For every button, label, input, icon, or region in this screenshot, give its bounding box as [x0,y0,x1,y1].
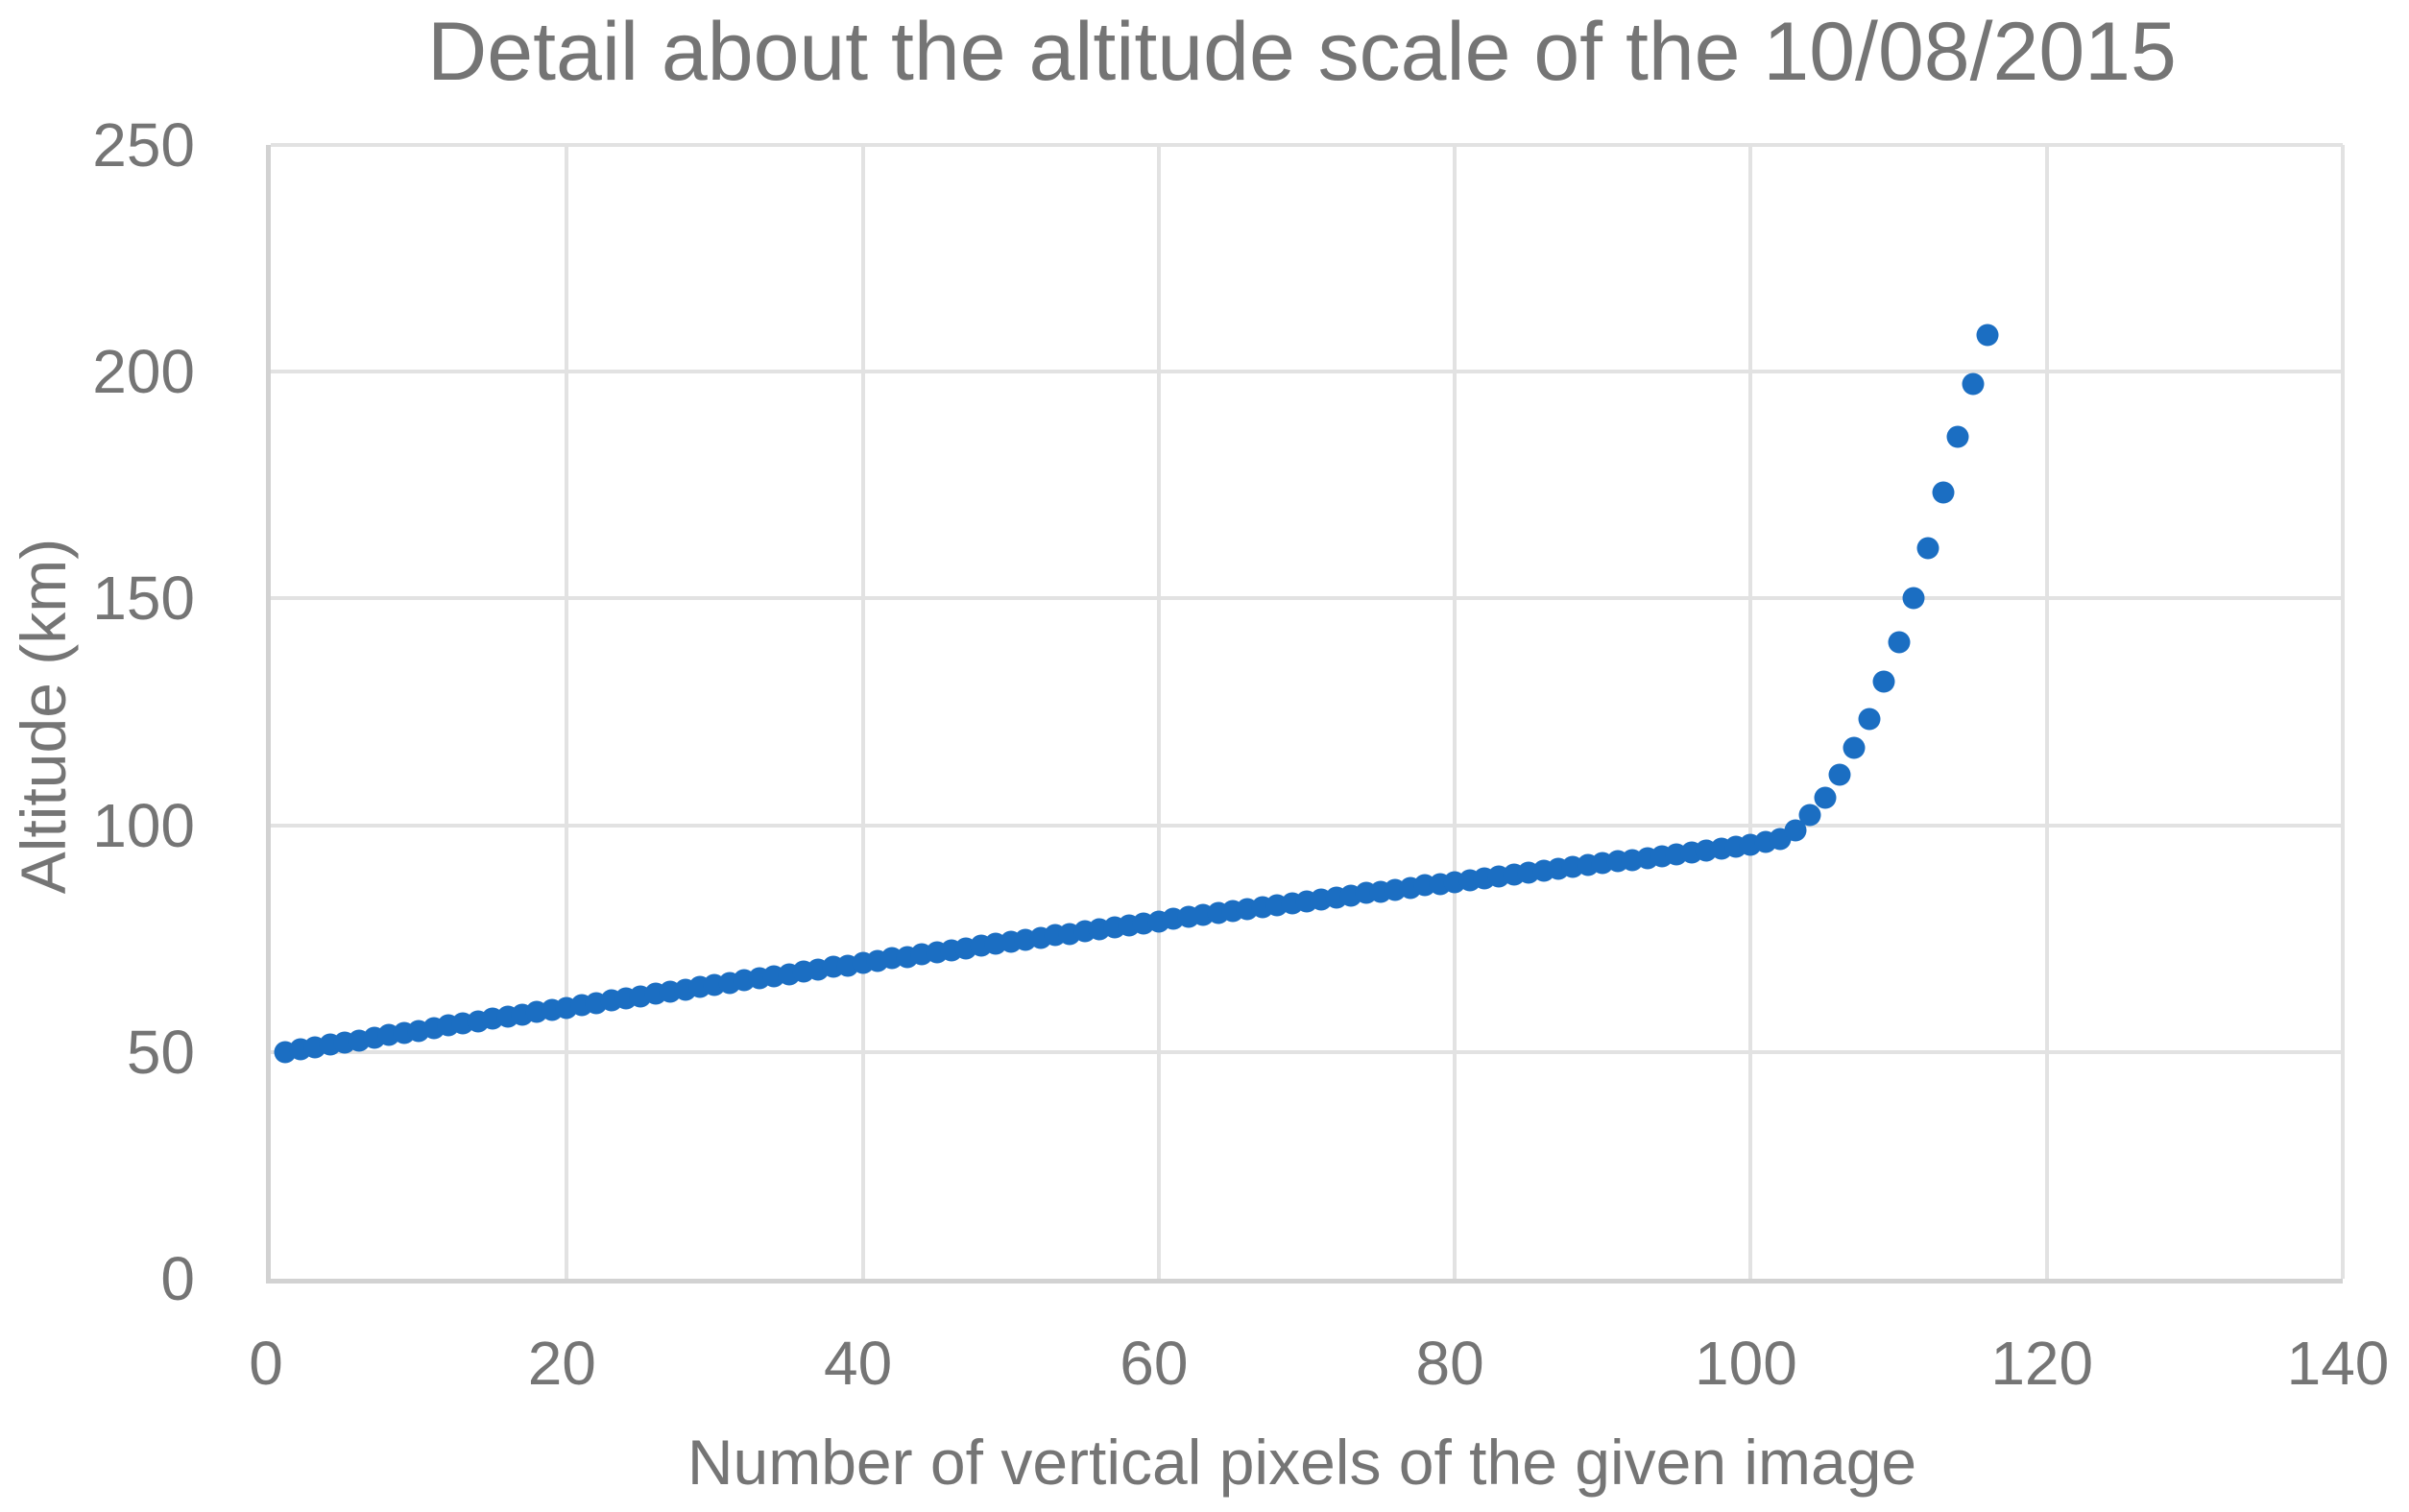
x-tick-label: 60 [1120,1329,1189,1398]
vertical-gridline [565,145,569,1279]
data-point [1784,819,1807,842]
data-point [1814,786,1836,809]
data-point [1946,425,1969,448]
horizontal-gridline [271,596,2343,601]
y-tick-label: 0 [160,1244,195,1313]
y-tick-label: 150 [92,564,195,634]
vertical-gridline [2044,145,2049,1279]
horizontal-gridline [271,370,2343,374]
data-point [1798,804,1821,827]
horizontal-gridline [271,1049,2343,1054]
data-point [1916,537,1939,560]
horizontal-gridline [271,143,2343,147]
data-point [1932,481,1955,504]
data-point [1872,670,1895,693]
x-tick-label: 20 [527,1329,596,1398]
plot-area [266,143,2345,1284]
data-point [1888,631,1911,654]
chart-title: Detail about the altitude scale of the 1… [427,6,2177,98]
x-tick-label: 120 [1990,1329,2094,1398]
x-tick-label: 140 [2286,1329,2390,1398]
x-tick-label: 0 [249,1329,283,1398]
x-tick-label: 80 [1415,1329,1484,1398]
vertical-gridline [860,145,865,1279]
data-point [1902,587,1925,610]
y-tick-label: 50 [126,1017,195,1087]
data-point [1962,372,1985,396]
data-point [1843,736,1866,759]
y-tick-label: 200 [92,337,195,407]
data-point [1828,763,1851,786]
vertical-gridline [2341,145,2345,1279]
x-tick-label: 100 [1695,1329,1797,1398]
x-tick-label: 40 [823,1329,893,1398]
data-point [1976,324,1999,347]
horizontal-gridline [271,823,2343,828]
x-axis-title: Number of vertical pixels of the given i… [687,1427,1917,1498]
vertical-gridline [1453,145,1457,1279]
data-point [1858,708,1881,731]
y-tick-label: 100 [92,790,195,860]
vertical-gridline [1156,145,1161,1279]
vertical-gridline [1748,145,1753,1279]
y-tick-label: 250 [92,110,195,180]
